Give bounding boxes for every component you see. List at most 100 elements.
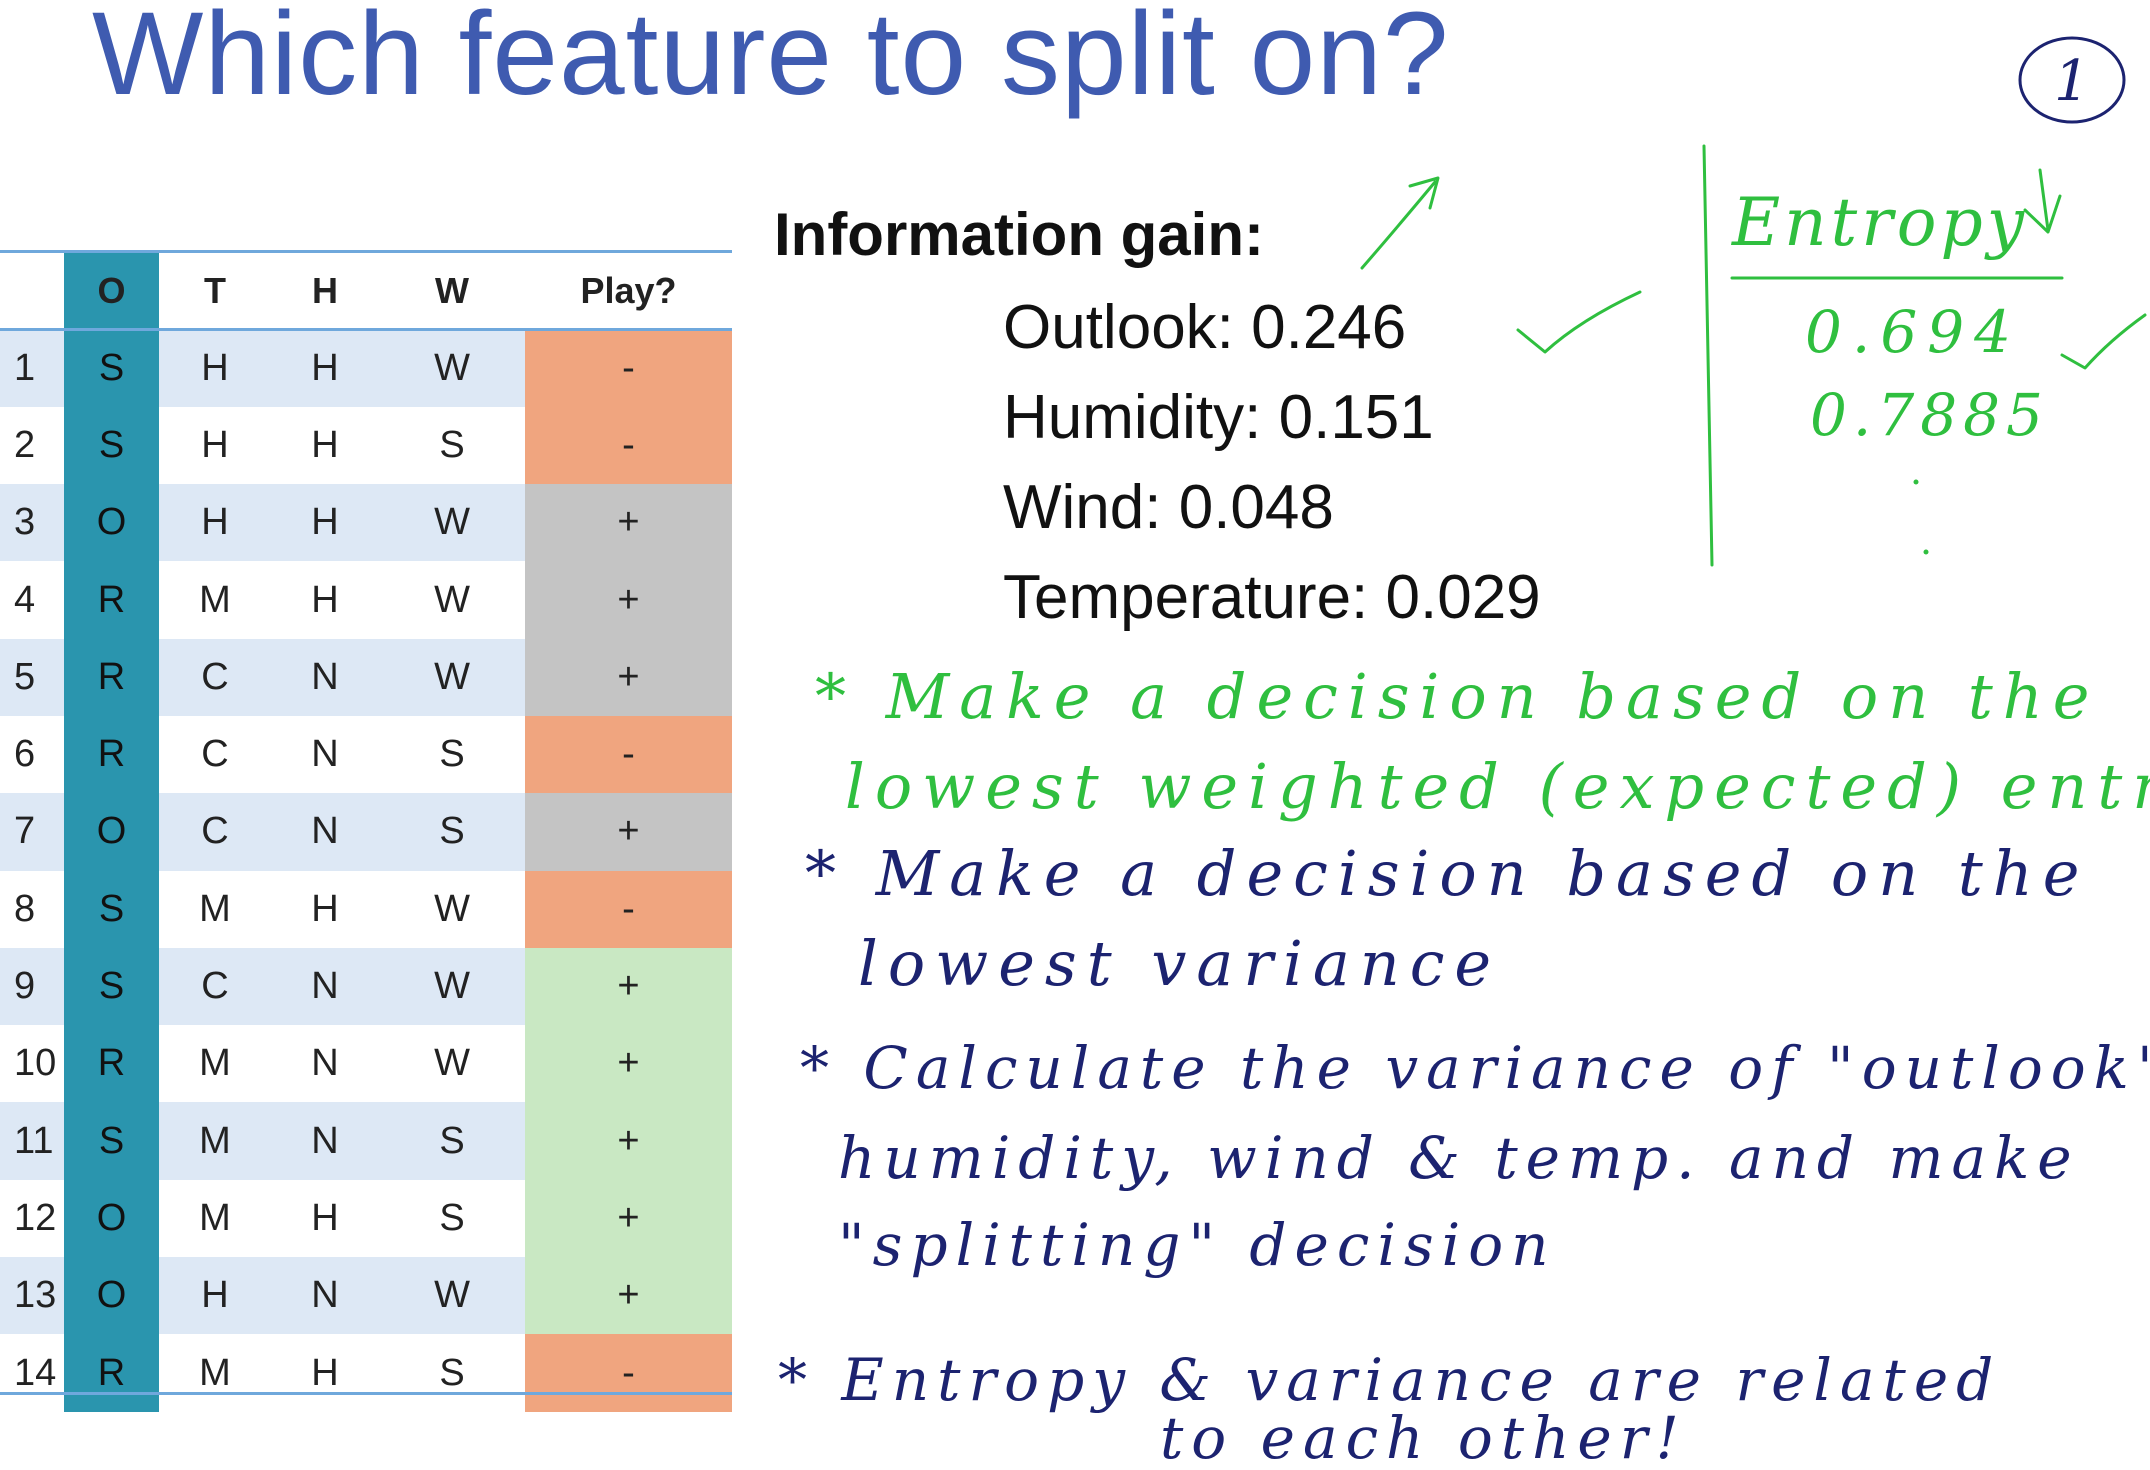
entropy-header: Entropy — [1731, 184, 2028, 261]
ig-humidity: Humidity: 0.151 — [1003, 383, 1434, 452]
wind-cell: S — [379, 793, 525, 871]
wind-cell: S — [439, 1351, 465, 1394]
play-cell: + — [525, 638, 732, 716]
row-index: 7 — [0, 793, 64, 871]
checkmark-icon — [1516, 290, 1642, 354]
row-index: 12 — [14, 1196, 57, 1239]
humidity-cell: N — [271, 1102, 379, 1180]
outlook-cell: S — [64, 329, 159, 407]
temperature-cell: H — [159, 329, 271, 407]
wind-cell: W — [379, 484, 525, 562]
outlook-cell: R — [64, 1334, 159, 1412]
temperature-cell: C — [159, 947, 271, 1026]
wind-cell: S — [379, 1102, 525, 1180]
play-cell: + — [525, 793, 732, 871]
slide-number: 1 — [2054, 49, 2090, 114]
play-cell: - — [525, 870, 732, 948]
header-humidity: H — [271, 251, 379, 331]
table-row: 13 O H N W + — [0, 1257, 732, 1335]
humidity-cell: N — [311, 1042, 339, 1085]
outlook-cell: S — [64, 406, 159, 485]
outlook-cell: S — [64, 1102, 159, 1180]
wind-cell: W — [434, 1042, 470, 1085]
arrow-up-icon — [1360, 176, 1440, 270]
play-cell: + — [525, 947, 732, 1026]
table-row: 11 S M N S + — [0, 1102, 732, 1180]
table-row: 5 R C N W + — [0, 638, 732, 716]
wind-cell: S — [439, 1196, 465, 1239]
table-row: 4 R M H W + — [0, 561, 732, 639]
wind-cell: W — [379, 1257, 525, 1335]
ellipsis-dot — [1913, 479, 1919, 485]
entropy-value-humidity: 0.7885 — [1810, 381, 2049, 449]
play-cell: + — [525, 484, 732, 562]
row-index: 11 — [0, 1102, 64, 1180]
slide-title: Which feature to split on? — [92, 0, 1450, 120]
wind-cell: S — [439, 733, 465, 776]
wind-cell: W — [379, 947, 525, 1026]
humidity-cell: H — [271, 329, 379, 407]
outlook-cell: O — [64, 793, 159, 871]
humidity-cell: H — [311, 578, 339, 621]
header-play: Play? — [525, 251, 732, 331]
weather-table: O T H W Play? 1 S H H W -2 S H H S -3 O H H W +4 R M H W +5 R… — [0, 250, 732, 1412]
humidity-cell: N — [271, 793, 379, 871]
play-cell: + — [525, 1257, 732, 1335]
table-row: 14 R M H S - — [0, 1334, 732, 1412]
humidity-cell: N — [271, 638, 379, 716]
note-calculate: * Calculate the variance of "outlook", h… — [800, 1034, 2150, 1279]
wind-cell: S — [439, 423, 465, 466]
arrow-down-icon — [2023, 168, 2062, 234]
temperature-cell: H — [159, 484, 271, 562]
humidity-cell: H — [311, 423, 339, 466]
wind-cell: W — [379, 329, 525, 407]
play-cell: - — [525, 329, 732, 407]
play-cell: + — [525, 561, 732, 639]
temperature-cell: M — [199, 578, 231, 621]
temperature-cell: H — [159, 1257, 271, 1335]
temperature-cell: M — [199, 1351, 231, 1394]
checkmark-icon — [2060, 313, 2147, 370]
temperature-cell: M — [199, 1042, 231, 1085]
outlook-cell: S — [64, 870, 159, 948]
ellipsis-dot — [1923, 549, 1929, 555]
outlook-cell: R — [64, 715, 159, 794]
outlook-cell: O — [64, 1257, 159, 1335]
humidity-cell: N — [271, 1257, 379, 1335]
outlook-cell: R — [64, 561, 159, 639]
play-cell: + — [525, 1102, 732, 1180]
temperature-cell: C — [159, 793, 271, 871]
row-index: 5 — [0, 638, 64, 716]
humidity-cell: H — [271, 484, 379, 562]
humidity-cell: H — [311, 887, 339, 930]
note-entropy: * Make a decision based on the lowest we… — [815, 660, 2150, 823]
outlook-cell: R — [64, 1025, 159, 1103]
information-gain-title: Information gain: — [774, 201, 1264, 268]
humidity-cell: H — [311, 1196, 339, 1239]
row-index: 10 — [14, 1042, 57, 1085]
wind-cell: W — [434, 887, 470, 930]
play-cell: + — [525, 1025, 732, 1103]
row-index: 4 — [14, 578, 36, 621]
temperature-cell: M — [199, 887, 231, 930]
table-bottom-rule — [0, 1392, 732, 1395]
slide-number-circle — [2018, 36, 2126, 124]
humidity-cell: N — [311, 733, 339, 776]
temperature-cell: C — [159, 638, 271, 716]
table-row: 3 O H H W + — [0, 484, 732, 562]
play-cell: - — [525, 406, 732, 485]
row-index: 14 — [14, 1351, 57, 1394]
temperature-cell: M — [199, 1196, 231, 1239]
header-index — [0, 251, 64, 331]
table-header-row: O T H W Play? — [0, 251, 732, 331]
header-outlook: O — [64, 251, 159, 331]
entropy-value-outlook: 0.694 — [1805, 298, 2021, 366]
row-index: 13 — [0, 1257, 64, 1335]
humidity-cell: H — [311, 1351, 339, 1394]
table-row: 7 O C N S + — [0, 793, 732, 871]
outlook-cell: O — [64, 484, 159, 562]
